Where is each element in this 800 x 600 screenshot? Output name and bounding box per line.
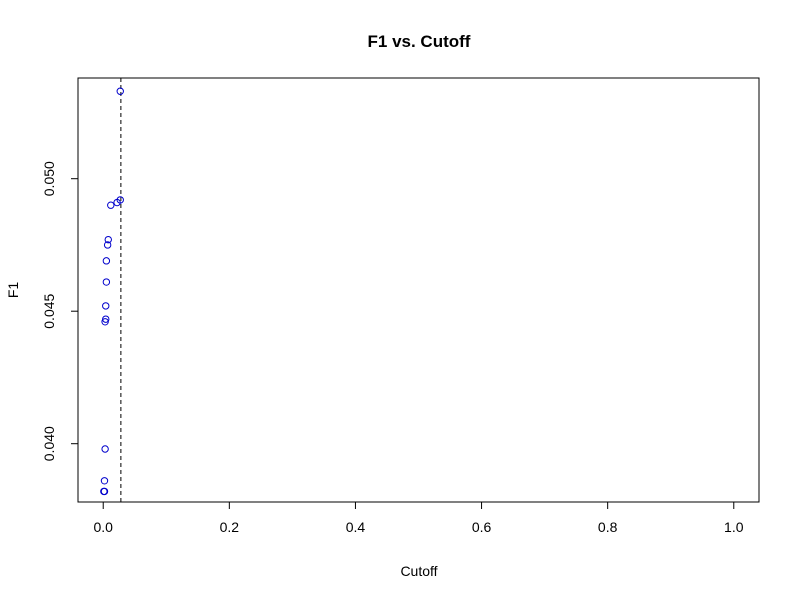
data-point <box>103 241 112 249</box>
data-point <box>101 445 109 453</box>
y-axis-label: F1 <box>5 282 21 299</box>
data-point <box>116 196 124 204</box>
data-point <box>104 235 112 244</box>
data-point <box>100 477 109 485</box>
x-tick-label: 0.8 <box>598 519 618 535</box>
x-tick-label: 0.0 <box>93 519 113 535</box>
data-point <box>116 87 124 95</box>
chart-title: F1 vs. Cutoff <box>368 32 471 51</box>
y-axis: 0.040 0.045 0.050 <box>41 161 79 461</box>
x-axis: 0.0 0.2 0.4 0.6 0.8 1.0 <box>93 501 744 535</box>
y-tick-label: 0.050 <box>41 161 57 196</box>
x-tick-label: 0.2 <box>220 519 240 535</box>
y-tick-label: 0.040 <box>41 426 57 461</box>
data-point <box>102 257 111 265</box>
x-axis-label: Cutoff <box>400 563 437 579</box>
data-point <box>100 487 109 496</box>
data-point <box>102 315 110 323</box>
x-tick-label: 0.6 <box>472 519 492 535</box>
x-tick-label: 0.4 <box>346 519 366 535</box>
data-points <box>100 87 124 496</box>
data-point <box>107 201 115 209</box>
y-tick-label: 0.045 <box>41 293 57 328</box>
data-point <box>102 302 110 310</box>
x-tick-label: 1.0 <box>724 519 744 535</box>
data-point <box>102 278 111 286</box>
